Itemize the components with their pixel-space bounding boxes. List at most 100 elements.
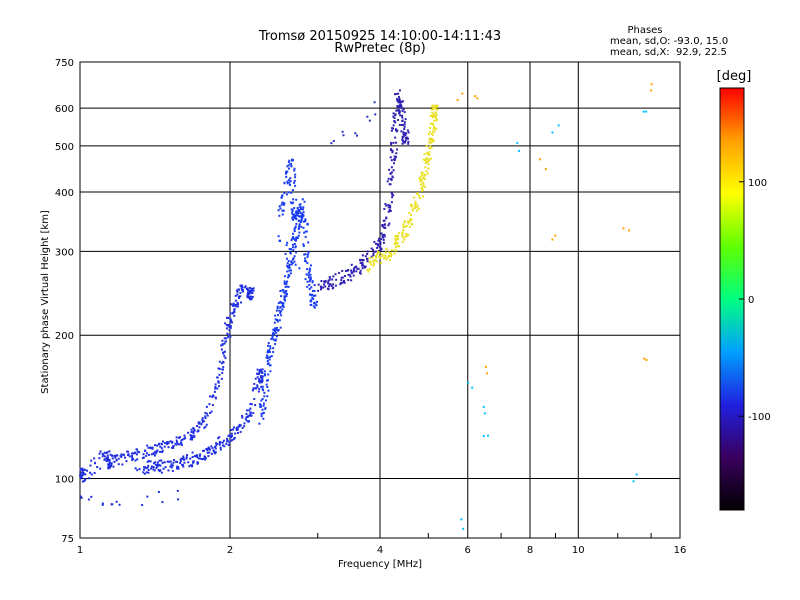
data-point [419,180,422,183]
data-point [293,169,296,172]
data-point [237,295,240,298]
data-point [432,114,435,117]
data-point [252,412,255,415]
data-point [397,238,400,241]
data-point [268,364,271,367]
data-point [643,357,646,360]
data-point [212,449,215,452]
data-point [281,301,284,304]
data-point [252,287,255,290]
data-point [164,442,167,445]
data-point [280,314,283,317]
data-point [106,456,109,459]
data-point [106,454,109,457]
data-point [390,141,393,144]
data-point [407,142,410,145]
data-point [229,434,232,437]
data-point [287,191,290,194]
data-point [390,201,393,204]
data-point [303,253,306,256]
data-point [293,260,296,263]
data-point [207,455,210,458]
data-point [432,128,435,131]
data-point [288,181,291,184]
data-point [200,422,203,425]
data-point [303,231,306,234]
data-point [211,447,214,450]
data-point [229,321,232,324]
data-point [249,407,252,410]
data-point [397,101,400,104]
data-point [306,255,309,258]
data-point [296,236,299,239]
data-point [222,439,225,442]
data-point [223,445,226,448]
data-point [420,171,423,174]
data-point [401,142,404,145]
data-point [104,458,107,461]
data-point [236,302,239,305]
data-point [403,220,406,223]
data-point [368,268,371,271]
data-point [243,422,246,425]
data-point [393,155,396,158]
data-point [189,464,192,467]
data-point [461,92,464,95]
data-point [380,248,383,251]
data-point [284,290,287,293]
data-point [372,260,375,263]
data-point [269,370,272,373]
data-point [402,131,405,134]
data-point [217,437,220,440]
data-point [219,446,222,449]
data-point [299,208,302,211]
data-point [220,344,223,347]
data-point [284,252,287,255]
data-point [249,413,252,416]
data-point [169,460,172,463]
data-point [289,252,292,255]
x-tick-label: 10 [572,545,585,556]
data-point [262,412,265,415]
data-point [152,462,155,465]
data-point [291,202,294,205]
data-point [238,425,241,428]
data-point [287,259,290,262]
data-point [289,162,292,165]
data-point [402,139,405,142]
data-point [396,98,399,101]
data-point [404,139,407,142]
data-point [306,222,309,225]
data-point [258,387,261,390]
data-point [250,287,253,290]
data-point [388,222,391,225]
data-point [151,446,154,449]
data-point [385,204,388,207]
data-point [232,302,235,305]
data-point [146,495,149,498]
data-point [119,454,122,457]
data-point [327,285,330,288]
data-point [401,136,404,139]
data-point [248,296,251,299]
data-point [432,139,435,142]
data-point [421,181,424,184]
data-point [89,471,92,474]
data-point [382,241,385,244]
data-point [246,287,249,290]
data-point [427,167,430,170]
x-tick-label: 16 [674,545,687,556]
data-point [115,458,118,461]
data-point [425,157,428,160]
data-point [257,390,260,393]
data-point [177,442,180,445]
data-point [96,466,99,469]
data-point [179,460,182,463]
data-point [279,326,282,329]
data-point [279,290,282,293]
data-point [435,119,438,122]
data-point [368,119,371,122]
data-point [285,293,288,296]
data-point [429,145,432,148]
